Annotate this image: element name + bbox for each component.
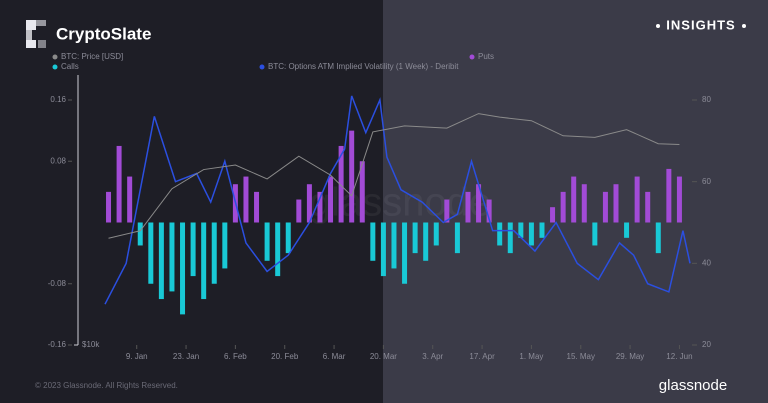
legend-swatch [52,64,58,70]
bar [190,222,196,277]
y2-tick-label: 20 [702,340,711,349]
x-tick-label: 1. May [519,352,543,361]
bar [296,199,302,223]
bar [201,222,207,300]
bar [423,222,429,261]
bar [127,176,133,223]
bar [254,191,260,223]
x-tick-label: 15. May [567,352,595,361]
x-tick-label: 12. Jun [666,352,692,361]
y3-tick-label: $10k [82,340,100,349]
y2-tick-label: 80 [702,95,711,104]
bar [158,222,164,300]
bar [581,184,587,223]
bar [550,207,556,223]
y2-tick-label: 40 [702,258,711,267]
bar [317,191,323,223]
bar [180,222,186,315]
bar [666,168,672,223]
x-tick-label: 3. Apr [422,352,443,361]
y-tick-label: 0.08 [50,156,66,165]
bar [645,191,651,223]
bar [380,222,386,277]
bar [285,222,291,254]
bar [402,222,408,284]
legend-label: BTC: Price [USD] [61,52,123,61]
bar [349,130,355,223]
bar [634,176,640,223]
badge-dot [742,24,746,28]
y2-tick-label: 60 [702,177,711,186]
legend-label: Calls [61,62,79,71]
y-tick-label: -0.08 [48,279,67,288]
bar [624,222,630,238]
bar [222,222,228,269]
source-logo: glassnode [659,377,727,394]
line [108,113,680,239]
bar [306,184,312,223]
bar [433,222,439,246]
bar [116,145,122,223]
bar [613,184,619,223]
legend-label: Puts [478,52,494,61]
bar [106,191,112,223]
bar [602,191,608,223]
bar [571,176,577,223]
bar [486,199,492,223]
legend-swatch [52,54,58,60]
bar [592,222,598,246]
legend-label: BTC: Options ATM Implied Volatility (1 W… [268,62,459,71]
bar [211,222,217,284]
y-tick-label: -0.16 [48,340,67,349]
bar [476,184,482,223]
badge-dot [656,24,660,28]
bar [391,222,397,269]
x-tick-label: 20. Feb [271,352,299,361]
copyright: © 2023 Glassnode. All Rights Reserved. [35,381,178,390]
bar [370,222,376,261]
line [104,95,691,305]
legend-swatch [469,54,475,60]
bar [507,222,513,254]
bar [148,222,154,284]
bar [497,222,503,246]
x-tick-label: 17. Apr [469,352,495,361]
bar [676,176,682,223]
bar [465,191,471,223]
bar [528,222,534,246]
bar [560,191,566,223]
legend-swatch [259,64,265,70]
bar [328,176,334,223]
x-tick-label: 6. Mar [323,352,346,361]
bar [518,222,524,238]
x-tick-label: 29. May [616,352,644,361]
brand-name: CryptoSlate [56,24,151,43]
bar [264,222,270,261]
x-tick-label: 20. Mar [370,352,397,361]
logo-icon [26,20,46,48]
x-tick-label: 23. Jan [173,352,199,361]
bar [275,222,281,277]
badge: INSIGHTS [666,17,735,32]
bar [412,222,418,254]
bar [338,145,344,223]
bar [655,222,661,254]
y-tick-label: 0.16 [50,95,66,104]
bar [137,222,143,246]
bar [444,199,450,223]
x-tick-label: 9. Jan [126,352,148,361]
bar [454,222,460,254]
bar [243,176,249,223]
bar [359,161,365,223]
bar [169,222,175,292]
bar [539,222,545,238]
x-tick-label: 6. Feb [224,352,247,361]
